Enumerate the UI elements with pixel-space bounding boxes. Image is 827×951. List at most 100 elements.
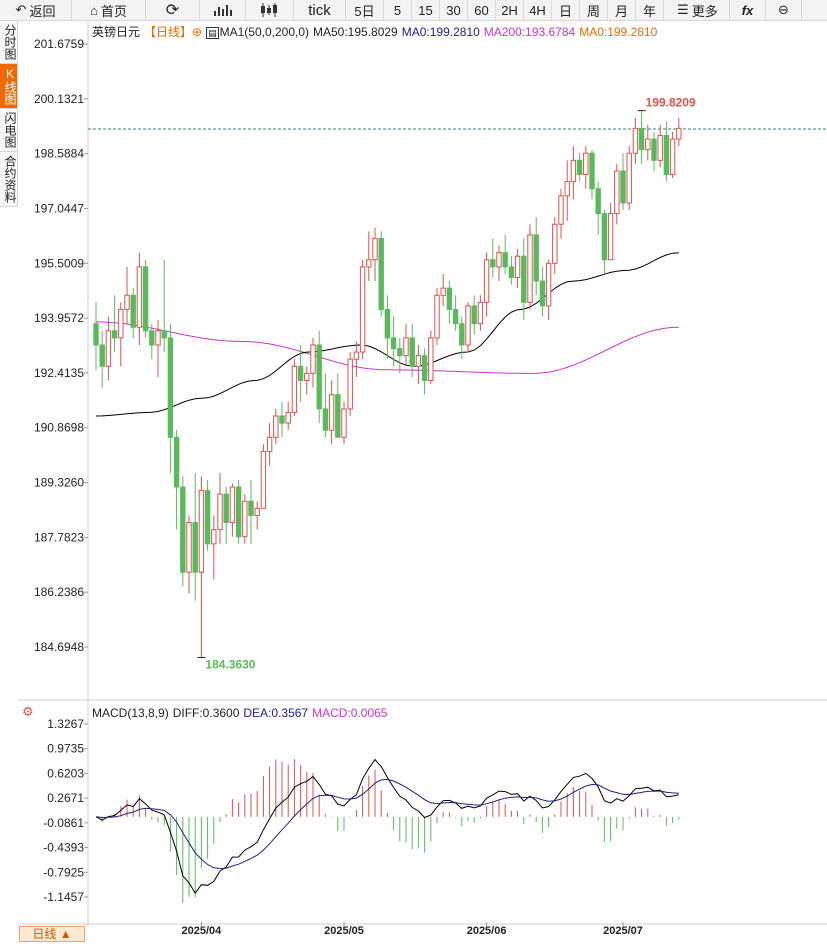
candle-body: [539, 280, 546, 307]
macd-info: MACD(13,8,9) DIFF:0.3600 DEA:0.3567 MACD:0.…: [92, 706, 391, 720]
date-tick-label: 2025/06: [467, 925, 507, 937]
back-button[interactable]: ↶ 返回: [0, 0, 72, 20]
refresh-button[interactable]: ⟳: [146, 0, 200, 20]
toolbar: ↶ 返回 ⌂ 首页 ⟳ tick 5日 5 15 30 60 2H 4H 日周月年 ☰ 更多 fx …: [0, 0, 827, 21]
candle-body: [316, 344, 322, 410]
candle-body: [180, 486, 186, 573]
candle-body: [229, 486, 236, 524]
period-tab-10[interactable]: 年: [636, 0, 664, 20]
ma-set-label: MA1(50,0,200,0): [219, 25, 309, 39]
macd-tick-label: -0.0861: [43, 816, 84, 830]
candle-body: [198, 490, 205, 573]
ma-settings-icon[interactable]: ▤: [206, 27, 219, 39]
refresh-icon: ⟳: [165, 2, 180, 19]
candle-body: [297, 365, 304, 381]
candle-body: [248, 500, 254, 516]
candle-body: [260, 451, 267, 509]
macd-tick-label: 0.6203: [47, 766, 84, 780]
candle-body: [545, 262, 552, 307]
candle-body: [192, 522, 198, 573]
ma50-value: MA50:195.8029: [313, 25, 398, 39]
candle-body: [576, 159, 583, 176]
candle-body: [452, 308, 459, 325]
period-tab-2[interactable]: 15: [412, 0, 440, 20]
candle-body: [335, 394, 341, 438]
candle-body: [111, 330, 118, 339]
candle-body: [93, 323, 99, 346]
price-tick-label: 186.2386: [34, 585, 84, 599]
period-tab-0[interactable]: 5日: [346, 0, 384, 20]
period-selector[interactable]: 【日线】日线 ▲: [19, 926, 85, 942]
period-tab-4[interactable]: 60: [468, 0, 496, 20]
candle-body: [496, 252, 502, 268]
price-tick-label: 198.5884: [34, 147, 84, 161]
macd-tick-label: 0.9735: [47, 742, 84, 756]
add-icon[interactable]: ⊕: [192, 25, 203, 39]
candle-body: [527, 234, 533, 303]
candle-body: [508, 266, 515, 279]
candle-body: [266, 436, 273, 453]
period-tab-7[interactable]: 日: [552, 0, 580, 20]
sidebar-tab-2[interactable]: 闪电图: [0, 109, 18, 152]
zoom-out-button[interactable]: ⊖: [766, 0, 802, 20]
candle-body: [149, 330, 155, 346]
sidebar-tab-3[interactable]: 合约资料: [0, 152, 18, 207]
candle-body: [570, 159, 577, 183]
price-tick-label: 201.6759: [34, 37, 84, 51]
candle-body: [124, 294, 130, 310]
macd-settings-icon[interactable]: ⚙: [22, 704, 34, 719]
home-button[interactable]: ⌂ 首页: [72, 0, 146, 20]
candle-body: [502, 252, 508, 268]
period-tab-5[interactable]: 2H: [496, 0, 524, 20]
period-tab-9[interactable]: 月: [608, 0, 636, 20]
candle-body: [328, 394, 335, 431]
back-arrow-icon: ↶: [15, 2, 27, 17]
candle-body: [279, 415, 285, 424]
date-tick-label: 2025/05: [324, 925, 364, 937]
price-tick-label: 192.4135: [34, 366, 84, 380]
candle-body: [657, 134, 663, 161]
macd-tick-label: 0.2671: [47, 791, 84, 805]
candle-body: [421, 355, 428, 381]
period-tab-8[interactable]: 周: [580, 0, 608, 20]
candle-body: [186, 522, 192, 573]
candle-body: [471, 305, 477, 325]
macd-tick-label: -1.1457: [43, 890, 84, 904]
price-tick-label: 189.3260: [34, 476, 84, 490]
candle-body: [390, 337, 397, 350]
candle-body: [638, 127, 645, 151]
price-tick-label: 187.7823: [34, 530, 84, 544]
candle-body: [173, 436, 180, 488]
candle-body: [384, 308, 391, 339]
candle-body: [446, 287, 453, 310]
candle-body: [273, 415, 279, 438]
candle-body: [118, 308, 124, 339]
high-price-label: 199.8209: [646, 96, 696, 110]
symbol-name: 英镑日元: [92, 25, 141, 39]
candle-body: [440, 287, 446, 296]
period-tag[interactable]: 【日线】: [144, 25, 193, 39]
formula-button[interactable]: fx: [730, 0, 766, 20]
candle-body: [558, 195, 564, 225]
candle-body: [483, 259, 490, 303]
period-tabs: 5日 5 15 30 60 2H 4H 日周月年: [346, 0, 664, 20]
sidebar-tab-1[interactable]: K线图: [0, 64, 18, 109]
more-button[interactable]: ☰ 更多: [666, 0, 730, 20]
indicator-info: 英镑日元 【日线】⊕ ▤ MA1(50,0,200,0) MA50:195.8029 MA…: [92, 23, 661, 40]
period-tab-3[interactable]: 30: [440, 0, 468, 20]
chart-type-button[interactable]: [200, 0, 246, 20]
ma0-value-a: MA0:199.2810: [401, 25, 480, 39]
macd-diff: DIFF:0.3600: [172, 706, 240, 720]
candle-body: [607, 213, 614, 261]
period-tab-6[interactable]: 4H: [524, 0, 552, 20]
candle-body: [663, 134, 670, 176]
candle-type-button[interactable]: [246, 0, 294, 20]
candle-body: [155, 330, 161, 346]
candle-body: [366, 259, 372, 268]
sidebar-tab-0[interactable]: 分时图: [0, 21, 18, 64]
price-tick-label: 193.9572: [34, 311, 84, 325]
period-tab-1[interactable]: 5: [384, 0, 412, 20]
candle-body: [645, 138, 651, 151]
tick-button[interactable]: tick: [294, 0, 346, 20]
